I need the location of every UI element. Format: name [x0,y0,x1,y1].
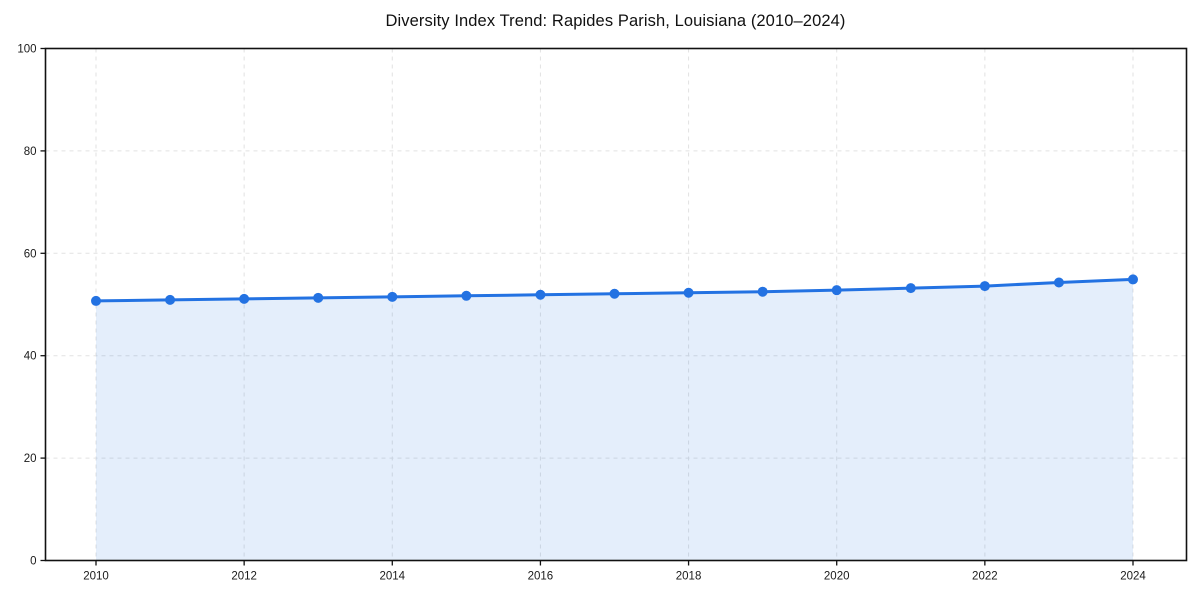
data-point [387,291,398,302]
x-tick-label: 2020 [824,571,850,583]
x-tick-label: 2010 [83,571,109,583]
y-tick-label: 60 [24,248,37,260]
data-point [239,293,250,304]
data-point [757,286,768,297]
data-point [609,288,620,299]
y-tick-labels: 0 20 40 60 80 100 [17,44,36,568]
data-point [91,295,101,306]
data-point [683,287,694,298]
x-tick-label: 2018 [676,571,702,583]
y-tick-label: 80 [24,146,37,158]
data-point [165,294,176,305]
data-point [535,289,546,300]
x-tick-labels: 2010 2012 2014 2016 2018 2020 2022 2024 [83,571,1146,583]
data-points [91,274,1138,306]
x-ticks [95,560,1134,566]
area-fill [96,279,1133,561]
y-tick-label: 0 [30,556,36,568]
data-point [831,285,842,296]
chart-title: Diversity Index Trend: Rapides Parish, L… [385,12,846,30]
data-point [1128,274,1138,285]
x-tick-label: 2012 [231,571,257,583]
y-tick-label: 20 [24,453,37,465]
data-point [979,281,990,292]
data-point [313,292,324,303]
x-tick-label: 2016 [528,571,554,583]
data-point [905,283,916,294]
y-tick-label: 100 [17,44,36,56]
x-tick-label: 2022 [972,571,998,583]
x-tick-label: 2014 [379,571,405,583]
data-point [461,290,472,301]
plot-border [44,47,1188,562]
data-point [1053,277,1064,288]
x-tick-label: 2024 [1120,571,1146,583]
y-ticks [40,47,46,562]
y-tick-label: 40 [24,351,37,363]
